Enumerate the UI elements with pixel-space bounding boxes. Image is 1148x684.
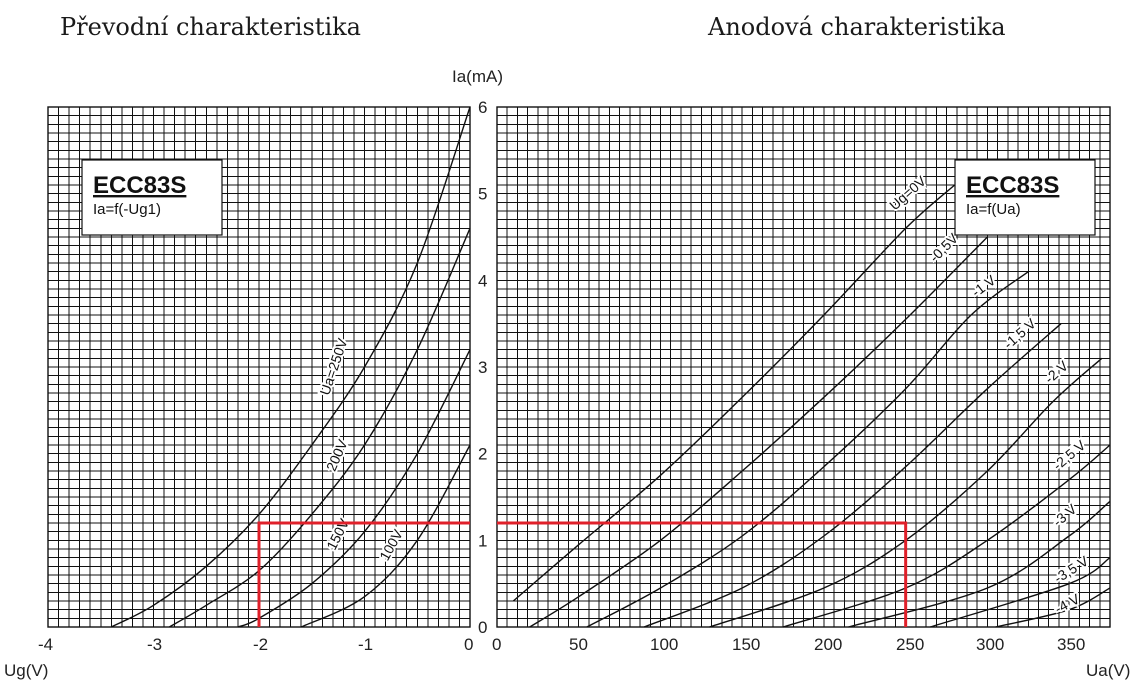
x-tick-label: -1	[358, 635, 373, 654]
x-tick-label: 350	[1057, 635, 1085, 654]
x-tick-label: 200	[814, 635, 842, 654]
plot-frame	[496, 106, 1111, 628]
x-tick-label: 150	[732, 635, 760, 654]
curve-label: -4 V	[1052, 590, 1083, 616]
y-tick-label: 1	[478, 531, 487, 550]
right-legend-box: ECC83S Ia=f(Ua)	[954, 159, 1096, 236]
curve-label: 150V	[323, 515, 352, 552]
x-tick-label: -2	[253, 635, 268, 654]
x-tick-label: 0	[492, 635, 501, 654]
y-tick-label: 3	[478, 358, 487, 377]
ug-axis-label: Ug(V)	[4, 661, 48, 680]
x-tick-label: 300	[976, 635, 1004, 654]
curve-label: -1,5 V	[1000, 315, 1039, 352]
curve-line	[995, 587, 1111, 628]
x-tick-label: -4	[38, 635, 53, 654]
curve-label: 200V	[323, 436, 351, 473]
curve-line	[300, 444, 471, 628]
right-chart-title: Anodová charakteristika	[707, 13, 1006, 41]
curve-line	[529, 236, 988, 628]
x-tick-label: -3	[147, 635, 162, 654]
curve-line	[709, 357, 1103, 628]
left-legend-box: ECC83S Ia=f(-Ug1)	[81, 159, 223, 236]
x-tick-label: 50	[569, 635, 588, 654]
left-legend-title: ECC83S	[93, 172, 186, 199]
ia-axis-label: Ia(mA)	[452, 67, 503, 86]
y-tick-label: 6	[478, 98, 487, 117]
curve-line	[586, 271, 1029, 628]
left-legend-frame	[81, 159, 223, 236]
left-legend-formula: Ia=f(-Ug1)	[93, 201, 161, 218]
right-legend-formula: Ia=f(Ua)	[966, 201, 1021, 218]
curve-label: Ua=250V	[316, 336, 350, 397]
right-legend-title: ECC83S	[966, 172, 1059, 199]
x-tick-label: 0	[464, 635, 473, 654]
y-tick-label: 2	[478, 445, 487, 464]
operating-point-marker	[257, 521, 470, 627]
curve-line	[643, 323, 1062, 628]
curve-line	[848, 500, 1111, 628]
operating-point-marker	[497, 521, 908, 627]
x-tick-label: 250	[896, 635, 924, 654]
curve-line	[110, 106, 471, 628]
curve-label: -3 V	[1050, 500, 1080, 529]
curve-line	[782, 444, 1111, 628]
y-tick-label: 0	[478, 618, 487, 637]
ua-axis-label: Ua(V)	[1086, 661, 1130, 680]
left-chart-title: Převodní charakteristika	[60, 13, 361, 41]
right-legend-frame	[954, 159, 1096, 236]
y-tick-label: 4	[478, 271, 487, 290]
curve-line	[929, 557, 1111, 628]
y-tick-label: 5	[478, 185, 487, 204]
curve-label: -2 V	[1041, 357, 1071, 386]
curve-line	[512, 184, 956, 602]
curve-line	[168, 228, 471, 628]
x-tick-label: 100	[650, 635, 678, 654]
curve-label: Ug=0V	[886, 172, 929, 213]
